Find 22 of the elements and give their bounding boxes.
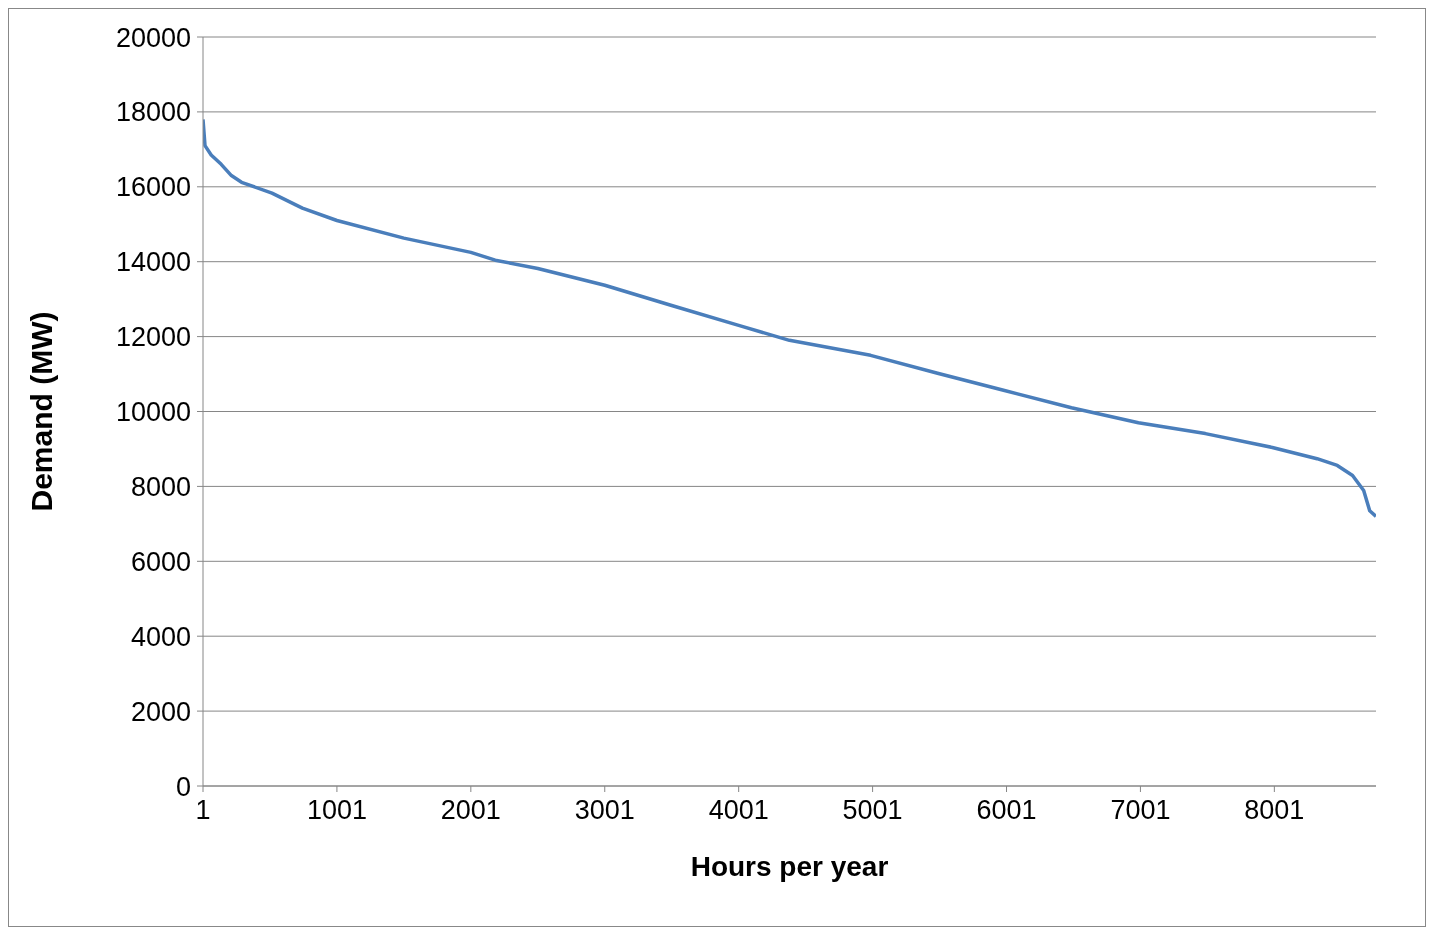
x-tick-label: 1 xyxy=(195,795,211,826)
x-tick-label: 4001 xyxy=(708,795,769,826)
y-tick-label: 10000 xyxy=(115,397,191,428)
y-tick-label: 4000 xyxy=(130,621,191,652)
x-tick-label: 8001 xyxy=(1244,795,1305,826)
y-tick-label: 20000 xyxy=(115,22,191,53)
y-tick-label: 12000 xyxy=(115,322,191,353)
y-tick-label: 18000 xyxy=(115,97,191,128)
x-tick-label: 6001 xyxy=(976,795,1037,826)
x-axis-title: Hours per year xyxy=(690,850,889,882)
y-tick-label: 2000 xyxy=(130,696,191,727)
x-tick-label: 1001 xyxy=(306,795,367,826)
x-tick-label: 3001 xyxy=(574,795,635,826)
y-tick-label: 8000 xyxy=(130,471,191,502)
y-tick-label: 0 xyxy=(175,771,191,802)
y-axis-title: Demand (MW) xyxy=(24,311,58,512)
y-tick-label: 14000 xyxy=(115,247,191,278)
y-tick-label: 16000 xyxy=(115,172,191,203)
x-tick-label: 7001 xyxy=(1110,795,1171,826)
y-tick-label: 6000 xyxy=(130,546,191,577)
x-tick-label: 5001 xyxy=(842,795,903,826)
x-tick-label: 2001 xyxy=(440,795,501,826)
